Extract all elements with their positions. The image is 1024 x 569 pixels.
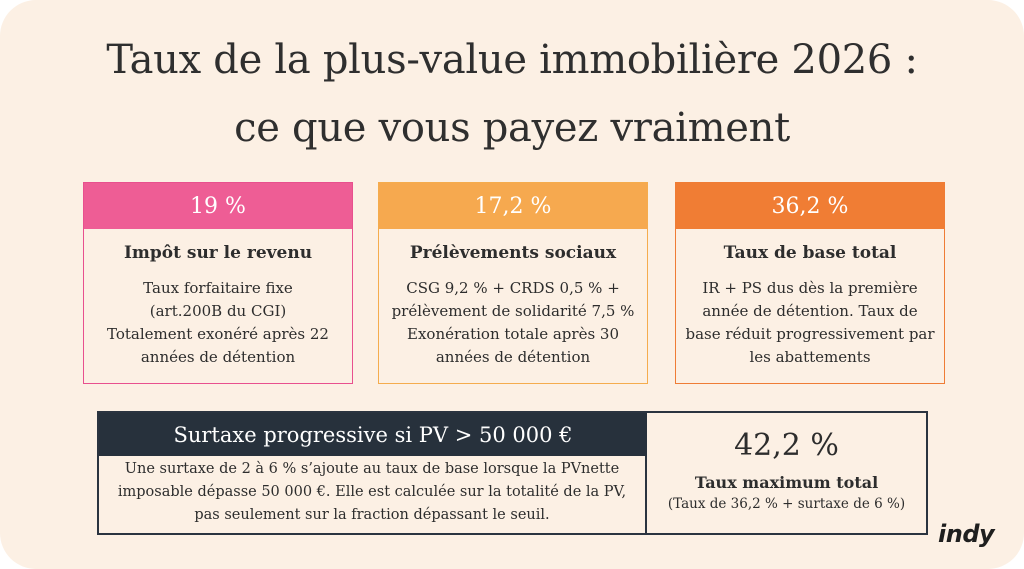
page-title-line-1: Taux de la plus-value immobilière 2026 : [106,37,918,83]
surtaxe-heading: Surtaxe progressive si PV > 50 000 € [99,413,647,456]
card-line: les abattements [749,348,871,366]
card-description: Taux forfaitaire fixe (art.200B du CGI) … [84,277,352,369]
max-rate-value: 42,2 % [734,428,839,463]
card-line: années de détention [140,348,296,366]
surtaxe-description: Une surtaxe de 2 à 6 % s’ajoute au taux … [99,456,647,533]
card-impot-revenu: 19 % Impôt sur le revenu Taux forfaitair… [83,182,353,384]
card-line: CSG 9,2 % + CRDS 0,5 % + [406,279,620,297]
card-description: CSG 9,2 % + CRDS 0,5 % + prélèvement de … [379,277,647,369]
max-rate-label: Taux maximum total [694,473,879,492]
card-heading: Prélèvements sociaux [409,243,617,263]
card-line: année de détention. Taux de [702,302,918,320]
surtaxe-line: Une surtaxe de 2 à 6 % s’ajoute au taux … [124,461,620,477]
card-rate: 36,2 % [676,183,944,229]
card-line: Totalement exonéré après 22 [107,325,329,343]
card-line: base réduit progressivement par [685,325,935,343]
card-heading: Taux de base total [723,243,897,263]
indy-logo: indy [938,520,995,548]
page-title-line-2: ce que vous payez vraiment [234,105,790,151]
card-rate: 17,2 % [379,183,647,229]
card-description: IR + PS dus dès la première année de dét… [676,277,944,369]
card-line: Exonération totale après 30 [407,325,619,343]
card-taux-base-total: 36,2 % Taux de base total IR + PS dus dè… [675,182,945,384]
max-rate-detail: (Taux de 36,2 % + surtaxe de 6 %) [667,496,906,512]
card-prelevements-sociaux: 17,2 % Prélèvements sociaux CSG 9,2 % + … [378,182,648,384]
card-rate: 19 % [84,183,352,229]
card-line: Taux forfaitaire fixe [143,279,293,297]
card-line: prélèvement de solidarité 7,5 % [391,302,635,320]
surtaxe-panel: Surtaxe progressive si PV > 50 000 € Une… [97,411,928,535]
surtaxe-line: imposable dépasse 50 000 €. Elle est cal… [117,484,627,500]
card-heading: Impôt sur le revenu [123,243,313,263]
card-line: (art.200B du CGI) [149,302,287,320]
surtaxe-line: pas seulement sur la fraction dépassant … [194,507,550,523]
card-line: IR + PS dus dès la première [702,279,918,297]
card-line: années de détention [435,348,591,366]
max-rate-panel: 42,2 % Taux maximum total (Taux de 36,2 … [647,413,926,533]
